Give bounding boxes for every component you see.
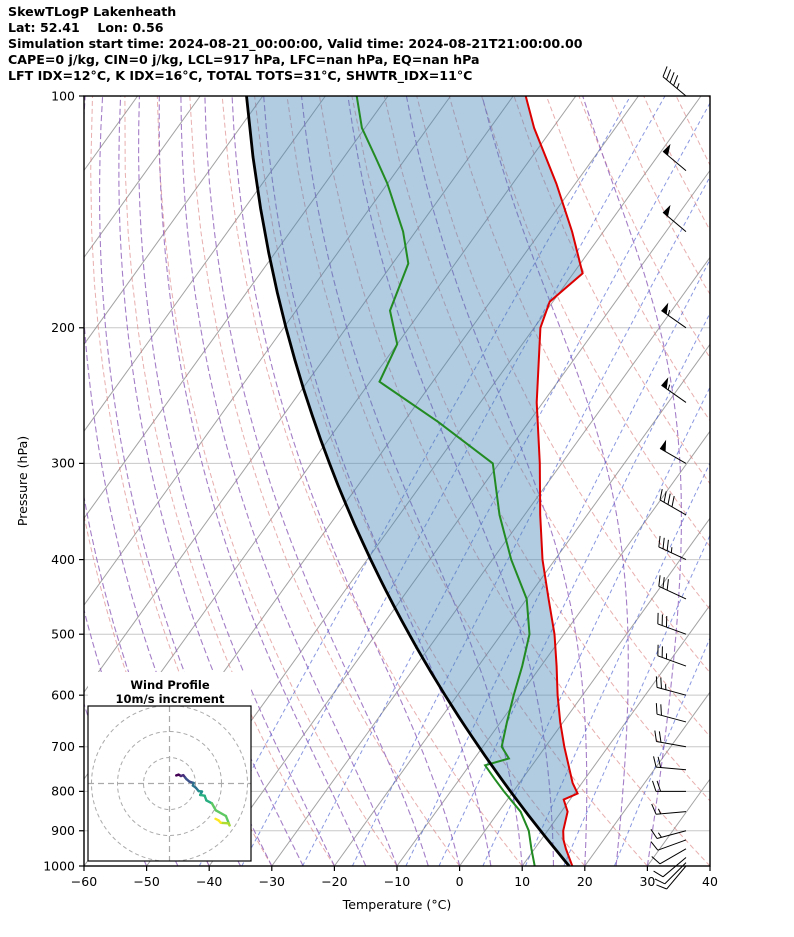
dewpoint-curve [355, 96, 536, 866]
x-tick-label: 10 [514, 874, 530, 889]
x-tick-label: 20 [577, 874, 593, 889]
wind-barb [661, 302, 687, 329]
x-tick-label: −60 [71, 874, 97, 889]
wind-barb [657, 612, 687, 635]
y-tick-label: 200 [51, 320, 75, 335]
wind-barb [653, 857, 687, 878]
wind-barb [650, 839, 687, 851]
hodograph-title-line2: 10m/s increment [116, 692, 225, 706]
y-tick-label: 400 [51, 552, 75, 567]
cin-shading [246, 96, 583, 866]
indices-line-1: CAPE=0 j/kg, CIN=0 j/kg, LCL=917 hPa, LF… [8, 52, 480, 67]
wind-barb [654, 730, 687, 748]
wind-barb [651, 803, 687, 815]
x-axis-label: Temperature (°C) [342, 897, 452, 912]
x-tick-label: 30 [639, 874, 655, 889]
wind-barb [651, 848, 687, 865]
wind-barb [659, 439, 687, 464]
y-tick-label: 500 [51, 627, 75, 642]
x-tick-label: −40 [196, 874, 222, 889]
wind-barb [662, 143, 687, 172]
wind-barb [650, 829, 687, 840]
wind-barb [653, 756, 687, 771]
y-tick-label: 300 [51, 456, 75, 471]
wind-barb [658, 575, 687, 600]
wind-barb [662, 204, 687, 232]
wind-barbs [650, 66, 687, 890]
mixing-ratio-lines [198, 96, 710, 866]
wind-barb [656, 865, 687, 890]
y-axis-label: Pressure (hPa) [15, 436, 30, 526]
moist-adiabat-lines [84, 96, 682, 866]
parcel-curve [245, 96, 571, 866]
x-tick-label: −50 [133, 874, 159, 889]
x-tick-label: −10 [384, 874, 410, 889]
time-line: Simulation start time: 2024-08-21_00:00:… [8, 36, 583, 51]
location-line: Lat: 52.41 Lon: 0.56 [8, 20, 164, 35]
y-tick-label: 800 [51, 784, 75, 799]
x-tick-label: 0 [456, 874, 464, 889]
x-tick-label: −20 [321, 874, 347, 889]
hodograph-title-line1: Wind Profile [130, 678, 210, 692]
x-tick-label: −30 [259, 874, 285, 889]
temperature-curve [524, 96, 584, 866]
wind-barb [659, 488, 687, 516]
wind-barb [661, 377, 687, 403]
hodograph-grid [88, 706, 251, 861]
y-tick-label: 900 [51, 823, 75, 838]
wind-barb [658, 535, 687, 561]
wind-barb [652, 780, 686, 792]
profile-curves [245, 96, 584, 866]
wind-barb [655, 703, 687, 723]
hodograph-inset [87, 672, 252, 862]
indices-line-2: LFT IDX=12°C, K IDX=16°C, TOTAL TOTS=31°… [8, 68, 473, 83]
wind-barb [655, 676, 687, 696]
wind-barb [662, 66, 687, 97]
wind-barb [657, 644, 687, 667]
y-tick-label: 100 [51, 88, 75, 103]
y-tick-label: 600 [51, 687, 75, 702]
y-tick-label: 700 [51, 739, 75, 754]
page-title: SkewTLogP Lakenheath [8, 4, 177, 19]
x-tick-label: 40 [702, 874, 718, 889]
chart-header: SkewTLogP Lakenheath Lat: 52.41 Lon: 0.5… [8, 4, 582, 84]
hodograph-trace [175, 773, 231, 827]
y-tick-label: 1000 [43, 858, 75, 873]
